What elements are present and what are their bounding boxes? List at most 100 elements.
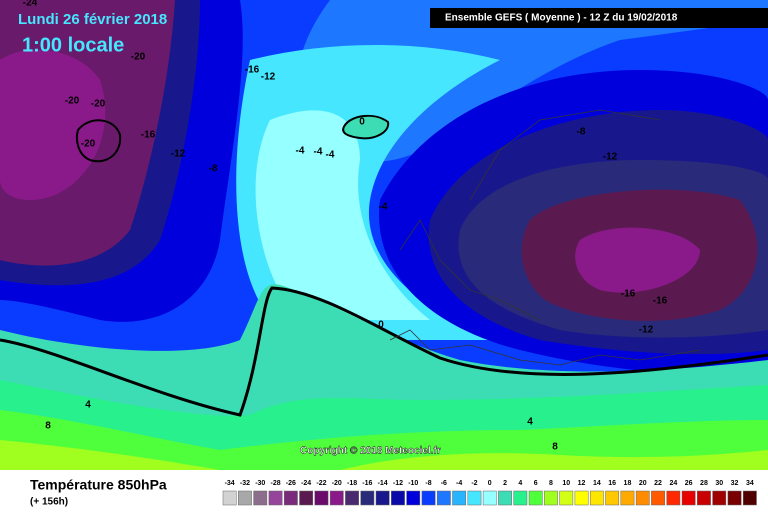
legend-swatch	[345, 490, 359, 506]
legend-label: 20	[639, 480, 647, 487]
legend-swatch	[712, 490, 727, 506]
contour-label: -12	[603, 152, 618, 163]
legend-label: -4	[456, 480, 462, 487]
legend-label: -18	[347, 480, 357, 487]
legend-label: 4	[518, 480, 522, 487]
contour-label: -12	[261, 72, 276, 83]
legend-swatch	[314, 490, 329, 506]
coastline	[389, 109, 701, 366]
legend-swatch	[283, 490, 298, 506]
legend-swatch	[375, 490, 390, 506]
legend-swatch	[406, 490, 421, 506]
legend-label: 28	[700, 480, 708, 487]
legend-label: 10	[562, 480, 570, 487]
contour-label: -20	[131, 52, 146, 63]
legend-label: -2	[471, 480, 477, 487]
contour-label: -8	[209, 164, 218, 175]
contour-ring	[75, 119, 122, 163]
legend-label: -12	[393, 480, 403, 487]
legend-swatch	[742, 490, 757, 506]
legend-swatch	[559, 490, 574, 506]
iceland	[342, 114, 390, 140]
contour-label: -20	[81, 139, 96, 150]
time: 1:00 locale	[22, 34, 124, 56]
contour-label: -16	[653, 296, 668, 307]
contour-label: -20	[65, 96, 80, 107]
contour-label: -16	[245, 65, 260, 76]
band	[575, 227, 700, 293]
legend-swatch	[436, 490, 451, 506]
contour-label: 8	[45, 421, 51, 432]
zero-isotherm	[0, 286, 768, 417]
legend-label: -26	[286, 480, 296, 487]
legend-label: 12	[578, 480, 586, 487]
contour-label: -20	[91, 99, 106, 110]
legend-label: 24	[669, 480, 677, 487]
legend-swatch	[268, 490, 283, 506]
legend-swatch	[697, 490, 711, 506]
legend-label: -16	[362, 480, 372, 487]
contour-label: -4	[296, 146, 305, 157]
contour-label: -4	[314, 147, 323, 158]
legend-swatch	[651, 490, 665, 506]
contour-label: -16	[621, 289, 636, 300]
legend-swatch	[605, 490, 620, 506]
legend-swatch	[452, 490, 467, 506]
footer-lead: (+ 156h)	[30, 497, 68, 508]
legend-swatch	[498, 490, 512, 506]
copyright: Copyright © 2018 Meteociel.fr	[300, 446, 441, 457]
legend-swatch	[513, 490, 528, 506]
legend-label: -28	[270, 480, 280, 487]
contour-labels: -24-20-20 -20-20-16-16-16-16-12-12 -12-12-…	[23, 0, 668, 453]
contour-label: -12	[639, 325, 654, 336]
contour-label: 8	[552, 442, 558, 453]
legend-label: 6	[534, 480, 538, 487]
contour-label: -4	[379, 202, 388, 213]
legend-label: 26	[685, 480, 693, 487]
legend-swatch	[635, 490, 650, 506]
legend-label: 34	[746, 480, 754, 487]
legend-swatch	[329, 490, 344, 506]
band	[340, 450, 768, 470]
contour-label: -16	[141, 130, 156, 141]
legend-label: -22	[316, 480, 326, 487]
contour-label: 0	[359, 117, 365, 128]
legend-swatch	[574, 490, 589, 506]
legend-swatch	[620, 490, 635, 506]
contour-label: 4	[85, 400, 91, 411]
legend-label: 14	[593, 480, 601, 487]
legend-swatch	[589, 490, 604, 506]
legend-label: -30	[255, 480, 265, 487]
model-box	[430, 8, 768, 28]
legend-swatch	[360, 490, 375, 506]
contour-label: -8	[577, 127, 586, 138]
legend-label: 30	[715, 480, 723, 487]
legend-swatch	[391, 490, 405, 506]
legend-swatch	[528, 490, 543, 506]
date: Lundi 26 février 2018	[18, 11, 167, 28]
footer-title: Température 850hPa	[30, 477, 167, 493]
legend-label: -24	[301, 480, 311, 487]
legend-label: 2	[503, 480, 507, 487]
legend-swatch	[727, 490, 742, 506]
legend-swatch	[681, 490, 696, 506]
legend-swatch	[544, 490, 558, 506]
legend-label: -32	[240, 480, 250, 487]
legend-swatch	[482, 490, 497, 506]
legend-swatch	[299, 490, 314, 506]
legend-label: -8	[425, 480, 431, 487]
legend-label: -10	[408, 480, 418, 487]
legend-swatch	[467, 490, 482, 506]
legend-swatch	[666, 490, 681, 506]
legend-label: -20	[332, 480, 342, 487]
band	[0, 410, 768, 470]
legend-label: 0	[488, 480, 492, 487]
model: Ensemble GEFS ( Moyenne ) - 12 Z du 19/0…	[445, 13, 678, 24]
map	[0, 0, 768, 470]
legend: -34 -32 -30 -28 -26 -24 -22 -20 -18 -16 -14 -12 -10-…	[222, 480, 757, 506]
band	[0, 440, 220, 470]
legend-label: 32	[731, 480, 739, 487]
contour-label: -12	[171, 149, 186, 160]
legend-label: 16	[608, 480, 616, 487]
